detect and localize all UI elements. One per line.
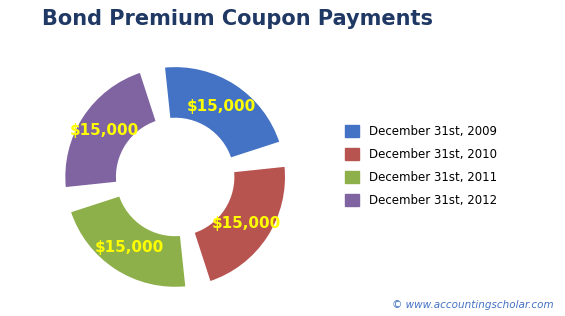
Text: $15,000: $15,000 xyxy=(186,99,256,113)
Text: $15,000: $15,000 xyxy=(211,216,281,230)
Wedge shape xyxy=(64,71,157,189)
Text: Bond Premium Coupon Payments: Bond Premium Coupon Payments xyxy=(42,9,433,29)
Wedge shape xyxy=(163,66,281,159)
Wedge shape xyxy=(69,195,187,288)
Legend: December 31st, 2009, December 31st, 2010, December 31st, 2011, December 31st, 20: December 31st, 2009, December 31st, 2010… xyxy=(345,125,497,207)
Text: © www.accountingscholar.com: © www.accountingscholar.com xyxy=(392,300,554,310)
Wedge shape xyxy=(193,165,286,283)
Text: $15,000: $15,000 xyxy=(94,240,164,255)
Text: $15,000: $15,000 xyxy=(69,124,139,138)
